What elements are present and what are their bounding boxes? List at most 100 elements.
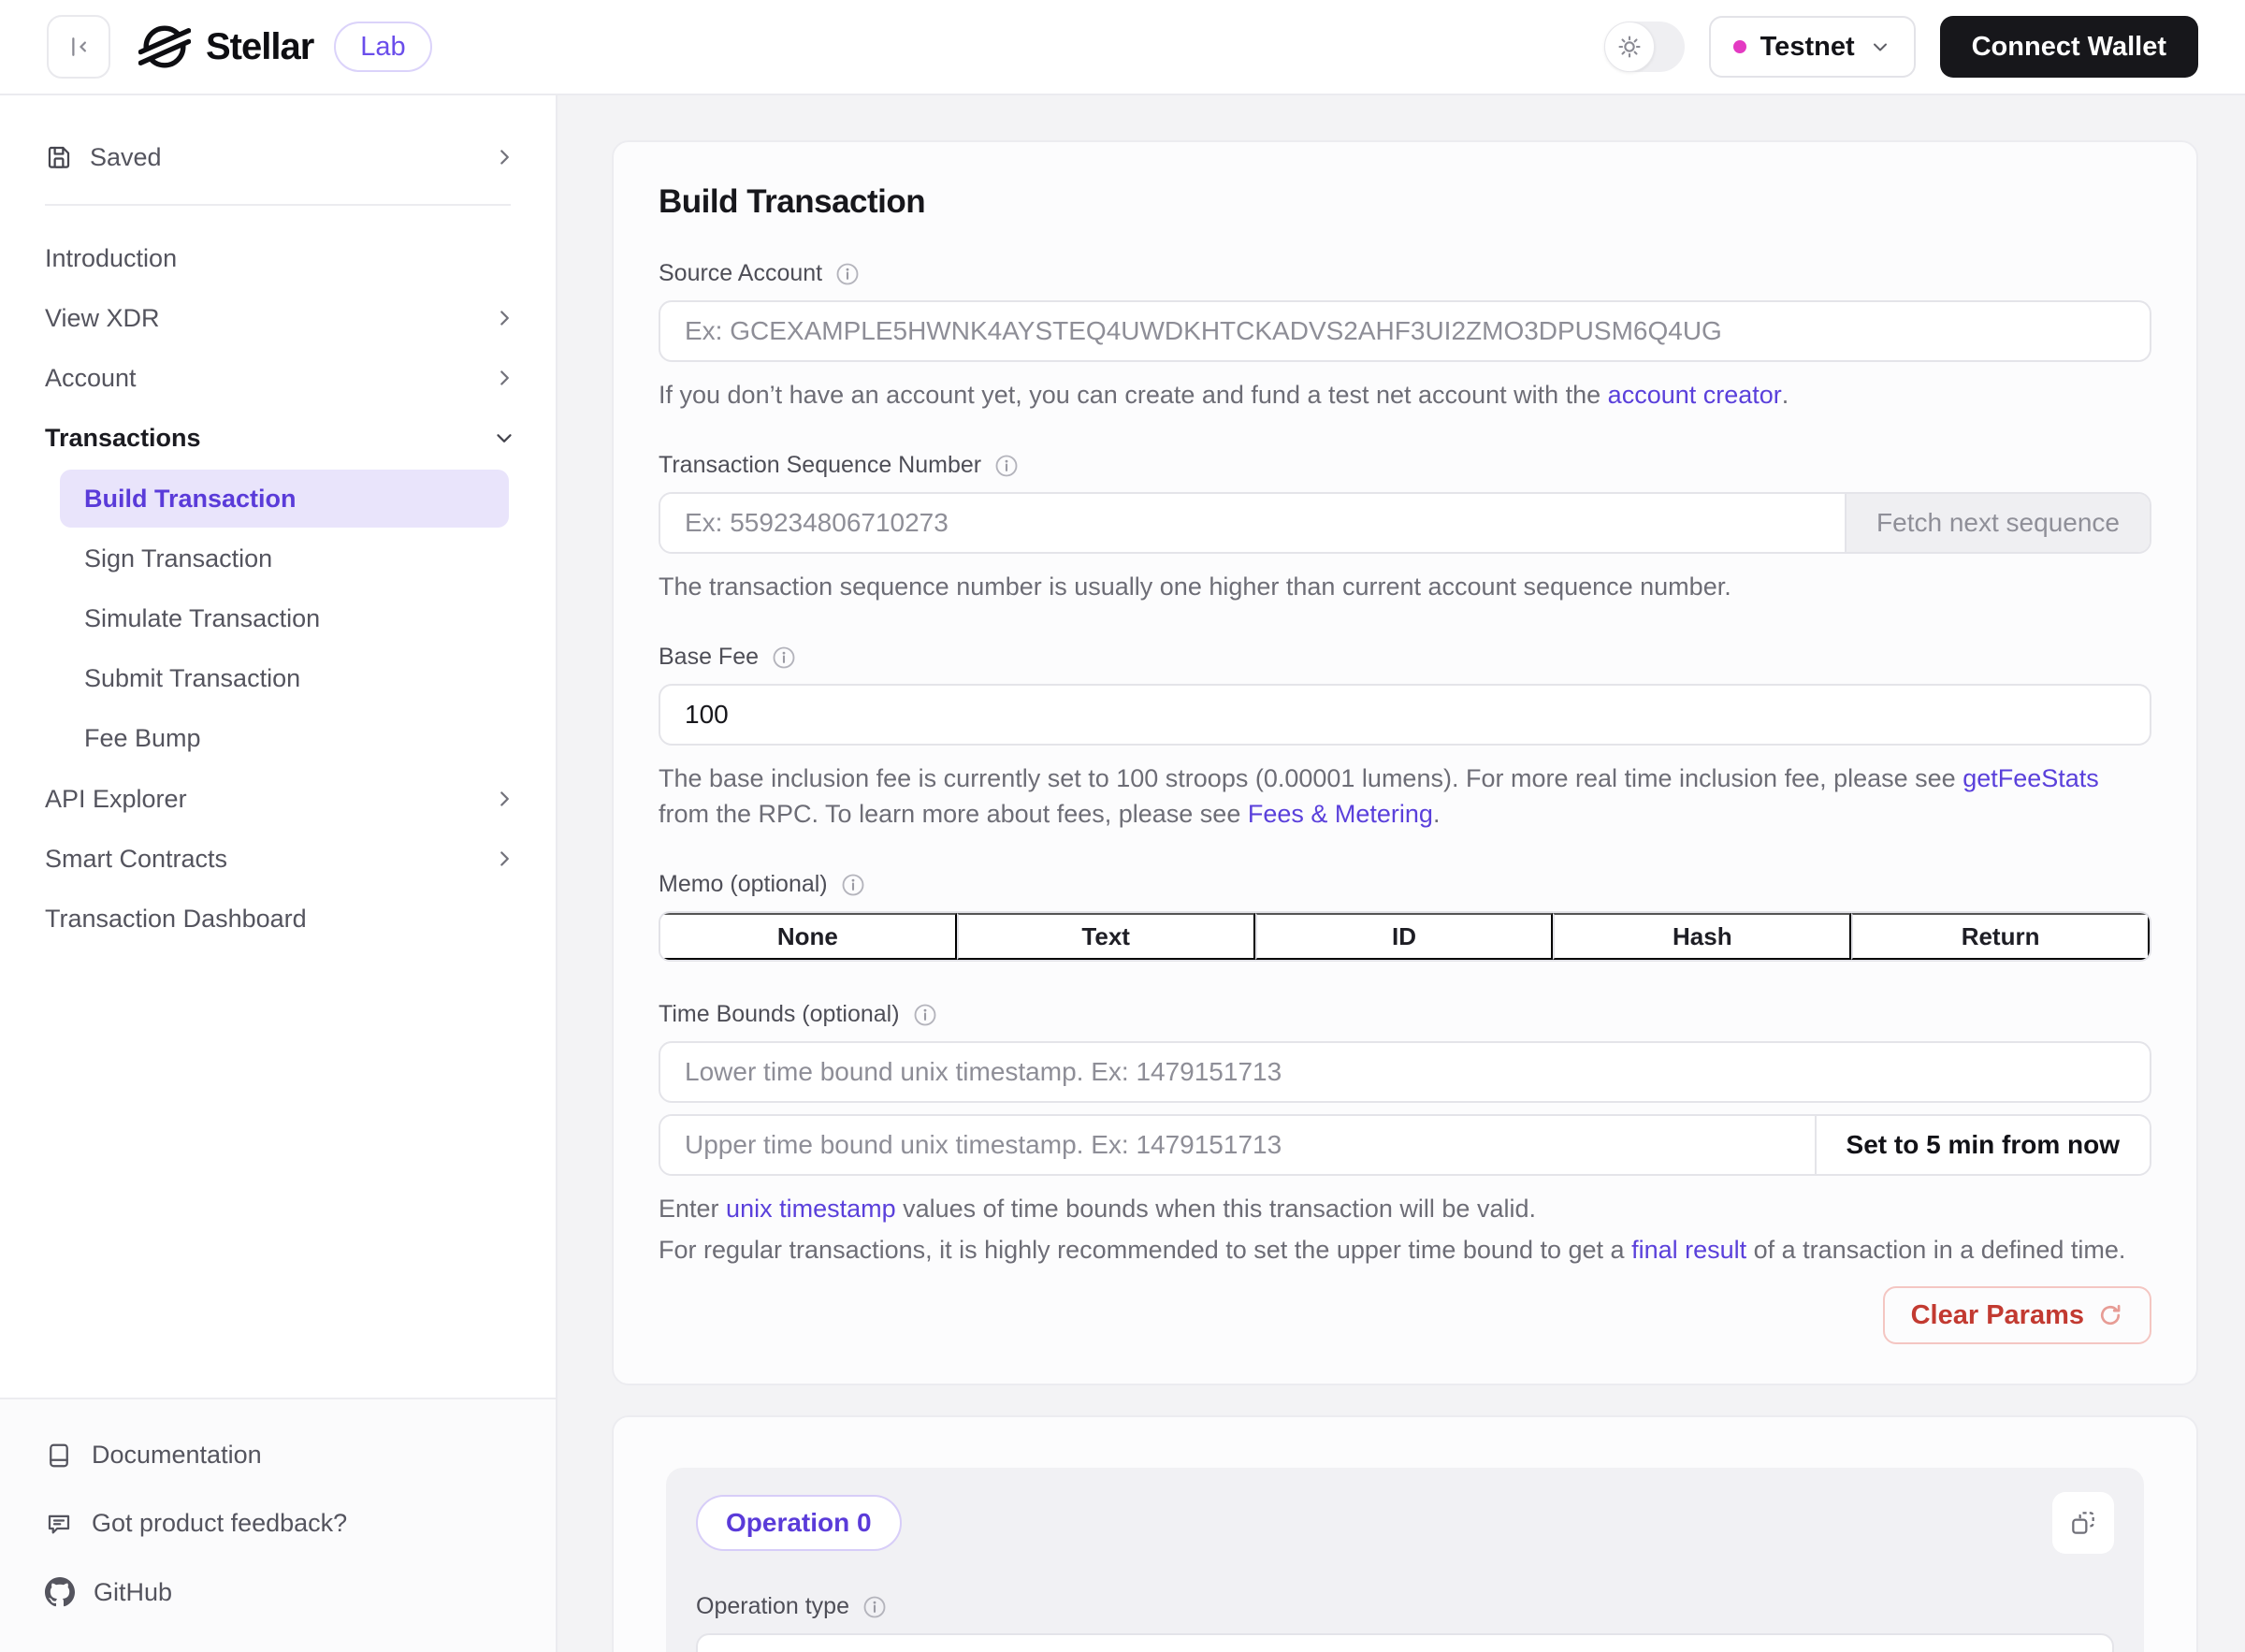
- helper-text: For regular transactions, it is highly r…: [659, 1236, 1632, 1264]
- sidebar-item-fee-bump[interactable]: Fee Bump: [60, 709, 509, 767]
- fetch-next-sequence-button[interactable]: Fetch next sequence: [1845, 494, 2150, 552]
- info-icon[interactable]: [993, 453, 1020, 479]
- sidebar-item-transactions[interactable]: Transactions: [22, 408, 533, 468]
- feedback-link[interactable]: Got product feedback?: [45, 1509, 511, 1538]
- memo-tab-none[interactable]: None: [660, 913, 957, 960]
- account-creator-link[interactable]: account creator: [1607, 381, 1782, 409]
- sidebar-item-submit-transaction[interactable]: Submit Transaction: [60, 649, 509, 707]
- sidebar-item-simulate-transaction[interactable]: Simulate Transaction: [60, 589, 509, 647]
- source-account-helper: If you don’t have an account yet, you ca…: [659, 377, 2151, 413]
- info-icon[interactable]: [834, 261, 861, 287]
- page-title: Build Transaction: [659, 183, 926, 220]
- fees-metering-link[interactable]: Fees & Metering: [1247, 800, 1433, 828]
- chevron-right-icon: [492, 366, 516, 390]
- github-link[interactable]: GitHub: [45, 1577, 511, 1607]
- helper-text: If you don’t have an account yet, you ca…: [659, 381, 1608, 409]
- sidebar-item-account[interactable]: Account: [22, 348, 533, 408]
- clear-params-row: Clear Params: [659, 1286, 2151, 1344]
- memo-tab-text[interactable]: Text: [956, 913, 1255, 960]
- sidebar-item-label: Build Transaction: [84, 484, 297, 513]
- chevron-right-icon: [492, 787, 516, 811]
- chevron-right-icon: [492, 847, 516, 871]
- operations-card: Operation 0 Operation type: [612, 1415, 2198, 1652]
- operation-type-field: Operation type Select operation type: [696, 1593, 2114, 1652]
- info-icon[interactable]: [862, 1594, 888, 1620]
- clear-params-label: Clear Params: [1910, 1299, 2084, 1330]
- info-icon[interactable]: [840, 872, 866, 898]
- base-fee-field: Base Fee The base inclusion fee is curre…: [659, 644, 2151, 832]
- sidebar-item-view-xdr[interactable]: View XDR: [22, 288, 533, 348]
- get-fee-stats-link[interactable]: getFeeStats: [1963, 764, 2099, 792]
- sidebar-item-smart-contracts[interactable]: Smart Contracts: [22, 829, 533, 889]
- source-account-input[interactable]: [659, 300, 2151, 362]
- duplicate-operation-button[interactable]: [2052, 1492, 2114, 1554]
- collapse-sidebar-icon: [65, 33, 93, 61]
- base-fee-input[interactable]: [659, 684, 2151, 746]
- time-bounds-helper-1: Enter unix timestamp values of time boun…: [659, 1191, 2151, 1226]
- stellar-logo-icon: [138, 21, 191, 73]
- collapse-sidebar-button[interactable]: [47, 15, 110, 79]
- sidebar-footer: Documentation Got product feedback? GitH…: [0, 1398, 556, 1652]
- header-right: Testnet Connect Wallet: [1603, 16, 2198, 78]
- sidebar-item-label: Introduction: [45, 243, 178, 272]
- base-fee-label: Base Fee: [659, 644, 760, 670]
- upper-time-bound-input[interactable]: [660, 1116, 1815, 1174]
- sidebar-item-label: Sign Transaction: [84, 543, 273, 572]
- sequence-number-label: Transaction Sequence Number: [659, 452, 982, 478]
- lab-badge: Lab: [334, 22, 432, 72]
- theme-toggle-knob: [1603, 22, 1655, 72]
- operation-type-label: Operation type: [696, 1593, 849, 1619]
- sidebar-divider: [45, 204, 511, 206]
- connect-wallet-button[interactable]: Connect Wallet: [1939, 16, 2198, 78]
- sidebar-item-introduction[interactable]: Introduction: [22, 228, 533, 288]
- sidebar-item-sign-transaction[interactable]: Sign Transaction: [60, 529, 509, 587]
- sidebar: Saved Introduction View XDR Account Tran…: [0, 95, 558, 1652]
- memo-label: Memo (optional): [659, 871, 828, 897]
- info-icon[interactable]: [771, 645, 797, 671]
- source-account-label: Source Account: [659, 260, 823, 286]
- sidebar-item-label: Fee Bump: [84, 723, 201, 752]
- memo-tab-return[interactable]: Return: [1851, 913, 2150, 960]
- documentation-link[interactable]: Documentation: [45, 1441, 511, 1470]
- network-selector[interactable]: Testnet: [1708, 16, 1916, 78]
- chevron-down-icon: [492, 426, 516, 450]
- build-transaction-card: Build Transaction Source Account If you …: [612, 140, 2198, 1385]
- set-5-min-button[interactable]: Set to 5 min from now: [1814, 1116, 2150, 1174]
- unix-timestamp-link[interactable]: unix timestamp: [726, 1195, 896, 1223]
- sidebar-item-label: View XDR: [45, 303, 160, 332]
- upper-time-bound-group: Set to 5 min from now: [659, 1114, 2151, 1176]
- lower-time-bound-input[interactable]: [659, 1041, 2151, 1103]
- github-icon: [45, 1577, 75, 1607]
- chevron-down-icon: [1869, 36, 1891, 58]
- helper-text: .: [1432, 800, 1441, 828]
- chevron-right-icon: [492, 145, 516, 169]
- feedback-icon: [45, 1510, 73, 1538]
- app-header: Stellar Lab Testnet Connect Wallet: [0, 0, 2245, 95]
- sidebar-item-saved[interactable]: Saved: [22, 127, 533, 187]
- operation-badge: Operation 0: [696, 1495, 902, 1551]
- sidebar-item-label: Submit Transaction: [84, 663, 301, 692]
- sidebar-item-build-transaction[interactable]: Build Transaction: [60, 470, 509, 528]
- sidebar-item-transaction-dashboard[interactable]: Transaction Dashboard: [22, 889, 533, 949]
- memo-tab-hash[interactable]: Hash: [1553, 913, 1852, 960]
- stellar-logo[interactable]: Stellar Lab: [138, 21, 432, 73]
- sidebar-item-label: Saved: [90, 142, 162, 171]
- refresh-icon: [2097, 1302, 2123, 1328]
- copy-icon: [2068, 1508, 2098, 1538]
- theme-toggle[interactable]: [1603, 22, 1685, 72]
- sidebar-item-label: Account: [45, 363, 137, 392]
- info-icon[interactable]: [912, 1002, 938, 1028]
- final-result-link[interactable]: final result: [1631, 1236, 1747, 1264]
- time-bounds-label: Time Bounds (optional): [659, 1001, 900, 1027]
- saved-icon: [45, 143, 73, 171]
- operation-type-select[interactable]: Select operation type: [696, 1633, 2114, 1652]
- footer-link-label: GitHub: [94, 1577, 173, 1606]
- helper-text: of a transaction in a defined time.: [1746, 1236, 2126, 1264]
- sidebar-item-api-explorer[interactable]: API Explorer: [22, 769, 533, 829]
- sequence-number-input-group: Fetch next sequence: [659, 492, 2151, 554]
- chevron-right-icon: [492, 306, 516, 330]
- memo-tab-id[interactable]: ID: [1254, 913, 1554, 960]
- clear-params-button[interactable]: Clear Params: [1882, 1286, 2151, 1344]
- header-left: Stellar Lab: [47, 15, 432, 79]
- sequence-number-input[interactable]: [660, 494, 1846, 552]
